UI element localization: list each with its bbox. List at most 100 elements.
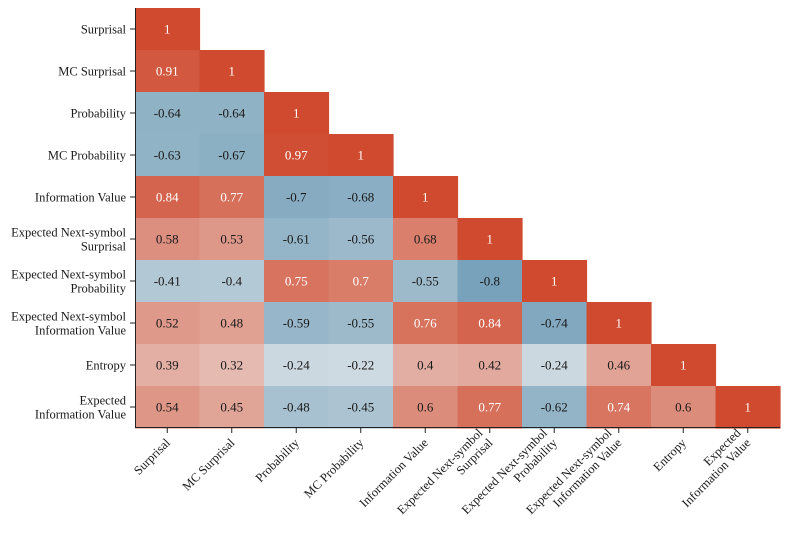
cell-value-label: -0.24 [283,358,311,373]
cell-value-label: -0.61 [283,232,310,247]
heatmap-cell [393,218,459,261]
heatmap-cell-labels: 1 0.91 1 -0.64 -0.64 1 -0.63 -0.67 0.97 1 0.84 0.77… [154,22,751,415]
cell-value-label: 1 [229,64,236,79]
heatmap-cell [586,302,652,345]
cell-value-label: -0.41 [154,274,181,289]
y-tick-label: Probability [70,107,126,121]
heatmap-cell [586,344,652,387]
heatmap-cell [135,176,201,219]
heatmap-cell [522,386,588,429]
y-axis: Surprisal MC Surprisal Probability MC Proba… [11,23,135,422]
x-tick-label: MC Probability [301,435,367,501]
cell-value-label: 0.68 [414,232,437,247]
heatmap-cell [135,218,201,261]
cell-value-label: -0.24 [541,358,569,373]
cell-value-label: 0.74 [607,400,630,415]
heatmap-cell [393,344,459,387]
heatmap-cell [199,344,265,387]
cell-value-label: 0.75 [285,274,308,289]
heatmap-cell [264,302,330,345]
heatmap-cell [135,386,201,429]
heatmap-cell [264,134,330,177]
heatmap-cell [135,134,201,177]
heatmap-cell [199,302,265,345]
y-tick-label: MC Surprisal [58,65,126,79]
cell-value-label: 0.46 [607,358,630,373]
heatmap-cell [264,260,330,303]
cell-value-label: 1 [551,274,558,289]
cell-value-label: -0.55 [412,274,439,289]
cell-value-label: 0.32 [220,358,243,373]
cell-value-label: -0.55 [347,316,374,331]
y-tick-label: MC Probability [48,149,127,163]
heatmap-cell [393,260,459,303]
cell-value-label: 0.45 [220,400,243,415]
cell-value-label: -0.63 [154,148,181,163]
y-tick-label: Information Value [35,191,127,205]
x-tick-label: Probability [253,435,303,485]
cell-value-label: 0.7 [353,274,370,289]
heatmap-cell [328,386,394,429]
cell-value-label: 1 [358,148,365,163]
cell-value-label: 0.4 [417,358,434,373]
cell-value-label: 1 [745,400,752,415]
heatmap-cell [457,386,523,429]
x-tick-label: ExpectedInformation Value [669,425,754,510]
cell-value-label: 0.53 [220,232,243,247]
cell-value-label: -0.64 [218,106,246,121]
heatmap-cell [328,176,394,219]
heatmap-cell [328,218,394,261]
cell-value-label: 0.6 [417,400,434,415]
heatmap-cell [522,344,588,387]
heatmap-cell [199,134,265,177]
heatmap-cell [135,260,201,303]
cell-value-label: 0.91 [156,64,179,79]
cell-value-label: -0.22 [347,358,374,373]
cell-value-label: -0.67 [218,148,246,163]
cell-value-label: 0.54 [156,400,179,415]
heatmap-cell [264,92,330,135]
heatmap-cell [199,50,265,93]
x-tick-label: Surprisal [131,435,173,477]
cell-value-label: 0.42 [478,358,501,373]
heatmap-cell [199,92,265,135]
heatmap-cell [393,302,459,345]
heatmap-cell [199,386,265,429]
heatmap-cell [135,302,201,345]
heatmap-cell [135,8,201,51]
cell-value-label: -0.56 [347,232,375,247]
cell-value-label: -0.59 [283,316,310,331]
cell-value-label: -0.62 [541,400,568,415]
heatmap-cell [522,260,588,303]
heatmap-cell [522,302,588,345]
x-tick-label: Expected Next-symbolSurprisal [394,425,495,526]
x-tick-label: Entropy [651,435,690,474]
x-axis: Surprisal MC Surprisal Probability MC Proba… [131,425,754,526]
y-tick-label: Surprisal [81,23,127,37]
cell-value-label: 1 [680,358,687,373]
y-tick-label: Expected Next-symbol Surprisal [11,226,126,254]
heatmap-cell [651,386,717,429]
cell-value-label: 0.97 [285,148,308,163]
cell-value-label: 1 [616,316,623,331]
cell-value-label: -0.48 [283,400,310,415]
y-tick-label: Expected Next-symbol Information Value [11,310,126,338]
cell-value-label: 0.84 [478,316,501,331]
heatmap-cell [264,344,330,387]
heatmap-cell [328,134,394,177]
cell-value-label: 1 [487,232,494,247]
heatmap-cell [199,176,265,219]
cell-value-label: 0.84 [156,190,179,205]
heatmap-cell [264,386,330,429]
heatmap-cell [586,386,652,429]
heatmap-cell [135,50,201,93]
cell-value-label: 1 [422,190,429,205]
heatmap-cell [199,218,265,261]
cell-value-label: -0.64 [154,106,182,121]
cell-value-label: -0.74 [541,316,569,331]
heatmap-cell [199,260,265,303]
y-tick-label: Expected Information Value [35,394,127,422]
heatmap-cell [135,344,201,387]
x-tick-label: MC Surprisal [180,435,238,493]
